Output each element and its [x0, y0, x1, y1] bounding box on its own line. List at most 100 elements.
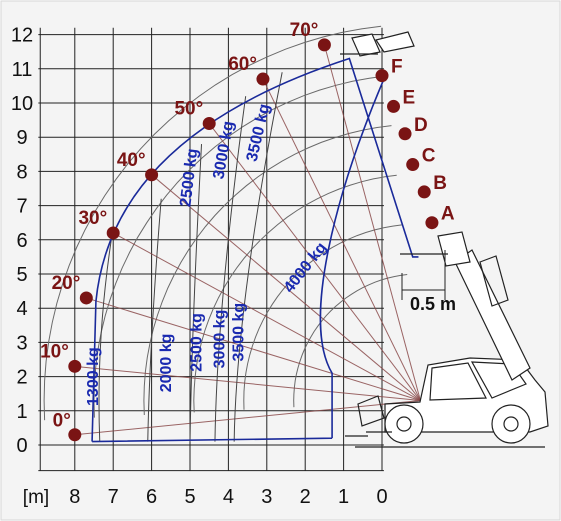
load-zone-label: 1300 kg	[85, 347, 102, 406]
radius-arc	[43, 25, 382, 421]
boom-angle-ray	[262, 78, 421, 401]
load-contour	[147, 198, 162, 442]
boom-angle-mark: 20°	[52, 273, 93, 305]
boom-angle-mark: 70°	[290, 20, 331, 52]
boom-angle-dot	[79, 291, 93, 305]
boom-angle-mark: 0°	[53, 411, 82, 442]
boom-angle-dot	[68, 359, 82, 373]
top-boom-head	[375, 31, 415, 53]
extension-mark: B	[417, 173, 447, 199]
y-tick-label: 5	[16, 264, 27, 286]
boom-angle-mark: 10°	[40, 341, 82, 373]
grid	[38, 27, 384, 472]
boom-section	[479, 255, 509, 307]
extension-mark: E	[387, 87, 415, 113]
x-tick-label: 7	[108, 486, 119, 508]
extension-mark: D	[398, 115, 428, 141]
extension-dot	[398, 127, 412, 141]
y-tick-label: 11	[12, 59, 33, 81]
dimension-marker: 0.5 m	[401, 250, 456, 314]
extension-label: C	[422, 146, 436, 167]
boom-angle-ray	[74, 365, 421, 402]
y-tick-label: 8	[16, 161, 27, 183]
boom-angle-label: 20°	[52, 273, 81, 294]
x-tick-label: 3	[261, 486, 272, 508]
dimension-label: 0.5 m	[410, 294, 456, 314]
boom-angle-label: 40°	[117, 150, 146, 171]
x-tick-label: 0	[376, 486, 387, 508]
load-contour	[189, 144, 203, 442]
front-wheel	[384, 404, 424, 444]
load-contour	[98, 239, 112, 442]
y-tick-label: 4	[16, 298, 27, 320]
boom-angle-mark: 50°	[174, 99, 216, 131]
boom-angle-ray	[74, 400, 421, 436]
boom-angle-label: 50°	[174, 99, 203, 120]
boom-angle-ray	[323, 44, 421, 401]
x-tick-label: 4	[223, 486, 234, 508]
extension-label: A	[441, 204, 455, 225]
extension-dot	[425, 216, 439, 230]
boom-angle-dot	[202, 117, 216, 131]
telehandler-drawing	[340, 31, 549, 448]
boom-angle-ray	[208, 123, 421, 401]
boom-angle-ray	[86, 297, 421, 402]
load-zone-label: 3000 kg	[212, 310, 229, 369]
working-envelope	[91, 57, 419, 443]
front-hub	[396, 416, 412, 432]
cab-window	[429, 362, 487, 401]
top-fork-carriage	[351, 33, 381, 57]
load-contour	[233, 72, 283, 442]
y-tick-label: 0	[16, 435, 27, 457]
y-tick-label: 10	[11, 93, 33, 115]
boom-head	[437, 231, 471, 267]
extension-label: F	[391, 57, 403, 78]
boom-angle-dot	[106, 226, 120, 240]
extension-mark: F	[375, 57, 403, 83]
x-tick-label: 6	[146, 486, 157, 508]
radius-arc	[293, 274, 408, 408]
y-tick-label: 2	[16, 367, 27, 389]
boom-angle-dot	[256, 72, 270, 86]
rear-window	[470, 361, 527, 399]
boom-angle-dot	[317, 38, 331, 52]
boom-angle-dot	[68, 428, 82, 442]
x-tick-label: 8	[69, 486, 80, 508]
extension-dot	[387, 99, 401, 113]
load-zone-label: 2000 kg	[158, 334, 175, 393]
y-tick-label: 6	[16, 230, 27, 252]
x-tick-label: 2	[300, 486, 311, 508]
extension-label: B	[433, 173, 447, 194]
boom-angle-rays	[74, 44, 421, 436]
boom-angle-label: 60°	[228, 54, 257, 75]
load-contour	[214, 96, 247, 442]
boom-angle-ray	[151, 174, 421, 401]
radius-arc	[143, 125, 392, 416]
load-zone-label: 3500 kg	[231, 303, 248, 362]
boom-angle-label: 70°	[290, 20, 319, 41]
radius-arc	[243, 224, 402, 410]
y-tick-label: 9	[16, 127, 27, 149]
extension-label: E	[403, 87, 416, 108]
y-tick-label: 12	[11, 25, 33, 47]
load-zone-label: 2500 kg	[189, 313, 206, 372]
boom-angle-label: 30°	[78, 208, 107, 229]
rear-hub	[503, 416, 519, 432]
y-tick-label: 3	[16, 332, 27, 354]
extension-mark: A	[425, 204, 455, 230]
radius-arc	[193, 174, 397, 413]
boom-angle-mark: 60°	[228, 54, 270, 86]
load-contours	[98, 72, 283, 442]
boom-angle-ray	[112, 232, 421, 401]
y-tick-label: 7	[16, 196, 27, 218]
x-tick-label: 1	[338, 486, 349, 508]
y-tick-label: 1	[16, 401, 27, 423]
extension-label: D	[414, 115, 428, 136]
extension-dot	[406, 158, 420, 172]
boom-angle-label: 10°	[40, 341, 69, 362]
extension-mark: C	[406, 146, 436, 172]
boom-angle-dot	[145, 168, 159, 182]
x-tick-label: 5	[184, 486, 195, 508]
